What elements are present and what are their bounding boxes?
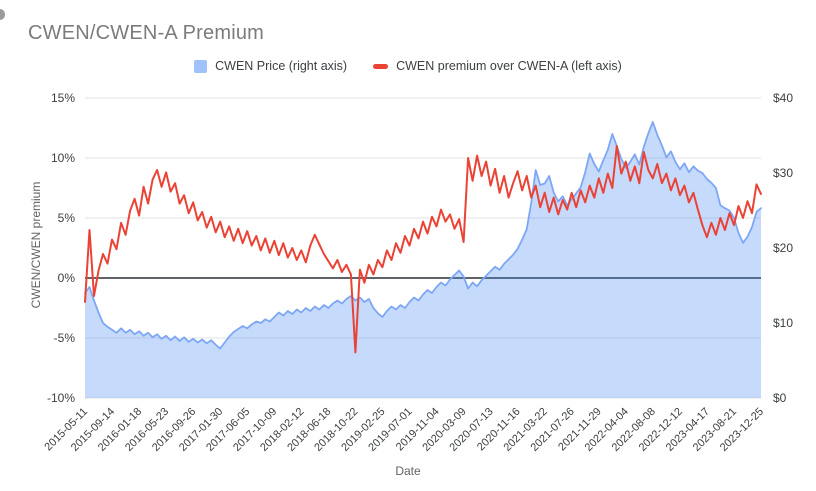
- right-axis-tick-label: $10: [773, 316, 793, 330]
- premium-line: [84, 145, 762, 354]
- legend-label-price: CWEN Price (right axis): [215, 59, 348, 73]
- left-axis-tick-label: 5%: [58, 211, 76, 225]
- legend-label-premium: CWEN premium over CWEN-A (left axis): [396, 59, 622, 73]
- x-axis-title: Date: [395, 464, 421, 478]
- left-axis-tick-label: 10%: [51, 151, 75, 165]
- left-axis-tick-label: -5%: [54, 331, 76, 345]
- legend-item-price[interactable]: CWEN Price (right axis): [194, 59, 347, 73]
- legend-item-premium[interactable]: CWEN premium over CWEN-A (left axis): [373, 59, 622, 73]
- left-axis-tick-label: -10%: [47, 391, 75, 405]
- left-axis-tick-label: 15%: [51, 91, 75, 105]
- premium-series-dash-icon: [373, 63, 389, 69]
- right-axis-tick-label: $20: [773, 241, 793, 255]
- window-edge-artifact: [0, 9, 5, 20]
- right-axis-tick-label: $0: [773, 391, 787, 405]
- chart-title: CWEN/CWEN-A Premium: [28, 22, 265, 44]
- price-series-swatch-icon: [194, 59, 208, 73]
- left-axis-tick-label: 0%: [58, 271, 76, 285]
- right-axis-tick-label: $40: [773, 91, 793, 105]
- chart-legend: CWEN Price (right axis) CWEN premium ove…: [0, 59, 816, 73]
- right-axis-tick-label: $30: [773, 166, 793, 180]
- price-area-fill: [85, 122, 761, 398]
- price-area-line: [84, 121, 762, 350]
